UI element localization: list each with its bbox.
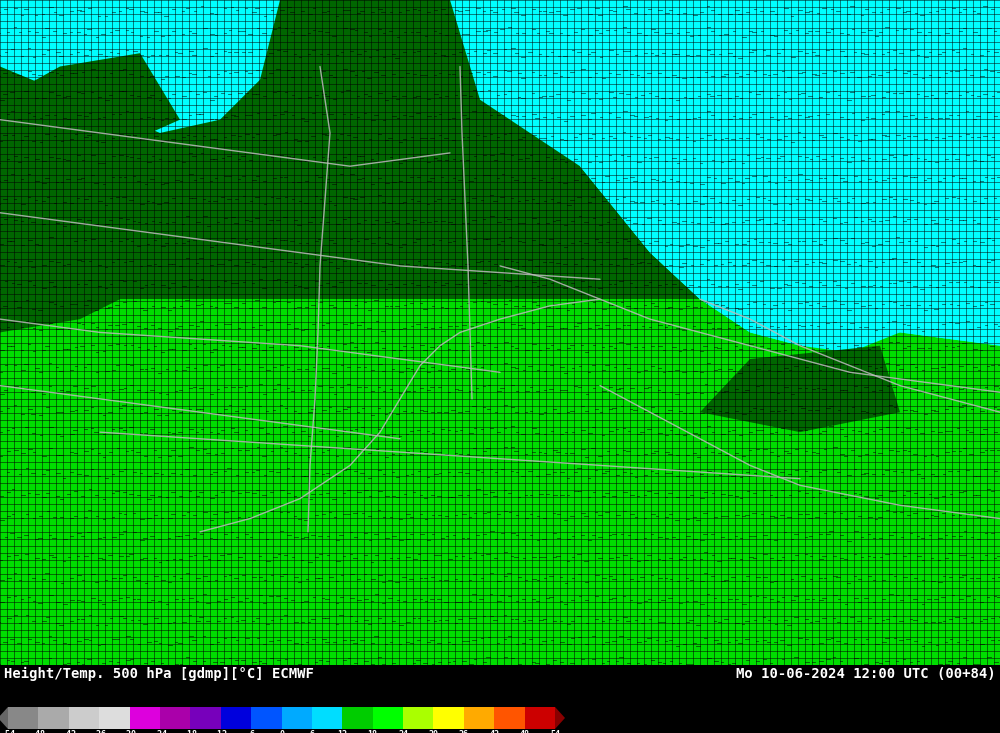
Text: -54: -54 bbox=[0, 731, 16, 733]
Bar bbox=[312, 707, 342, 729]
Text: -24: -24 bbox=[152, 731, 167, 733]
Bar bbox=[38, 707, 69, 729]
Text: 24: 24 bbox=[398, 731, 408, 733]
Bar bbox=[160, 707, 190, 729]
Bar bbox=[282, 707, 312, 729]
Text: -48: -48 bbox=[31, 731, 46, 733]
Text: 6: 6 bbox=[309, 731, 314, 733]
Text: 0: 0 bbox=[279, 731, 284, 733]
Bar bbox=[464, 707, 494, 729]
Text: Mo 10-06-2024 12:00 UTC (00+84): Mo 10-06-2024 12:00 UTC (00+84) bbox=[736, 667, 996, 681]
Bar bbox=[342, 707, 373, 729]
Bar bbox=[99, 707, 130, 729]
Bar bbox=[190, 707, 221, 729]
Polygon shape bbox=[580, 0, 1000, 353]
Text: 30: 30 bbox=[428, 731, 438, 733]
Text: 18: 18 bbox=[368, 731, 378, 733]
Bar bbox=[0, 0, 1000, 299]
Polygon shape bbox=[300, 299, 1000, 498]
Polygon shape bbox=[0, 232, 160, 332]
Text: Height/Temp. 500 hPa [gdmp][°C] ECMWF: Height/Temp. 500 hPa [gdmp][°C] ECMWF bbox=[4, 667, 314, 681]
Polygon shape bbox=[0, 346, 1000, 665]
Polygon shape bbox=[0, 707, 8, 729]
Text: -6: -6 bbox=[246, 731, 256, 733]
Text: 54: 54 bbox=[550, 731, 560, 733]
Text: 48: 48 bbox=[520, 731, 530, 733]
Polygon shape bbox=[0, 0, 280, 133]
Bar bbox=[69, 707, 99, 729]
Text: -42: -42 bbox=[61, 731, 76, 733]
Text: 36: 36 bbox=[459, 731, 469, 733]
Bar bbox=[373, 707, 403, 729]
Text: -12: -12 bbox=[213, 731, 228, 733]
Polygon shape bbox=[150, 147, 400, 253]
Bar bbox=[525, 707, 555, 729]
Bar bbox=[8, 707, 38, 729]
Text: -30: -30 bbox=[122, 731, 137, 733]
Polygon shape bbox=[450, 0, 1000, 346]
Bar bbox=[130, 707, 160, 729]
Polygon shape bbox=[700, 346, 900, 432]
Polygon shape bbox=[555, 707, 565, 729]
Bar bbox=[221, 707, 251, 729]
Text: -36: -36 bbox=[92, 731, 107, 733]
Polygon shape bbox=[0, 54, 180, 186]
Text: -18: -18 bbox=[183, 731, 198, 733]
Bar bbox=[403, 707, 433, 729]
Bar bbox=[494, 707, 525, 729]
Bar bbox=[251, 707, 282, 729]
Bar bbox=[433, 707, 464, 729]
Text: 42: 42 bbox=[489, 731, 499, 733]
Text: 12: 12 bbox=[337, 731, 347, 733]
